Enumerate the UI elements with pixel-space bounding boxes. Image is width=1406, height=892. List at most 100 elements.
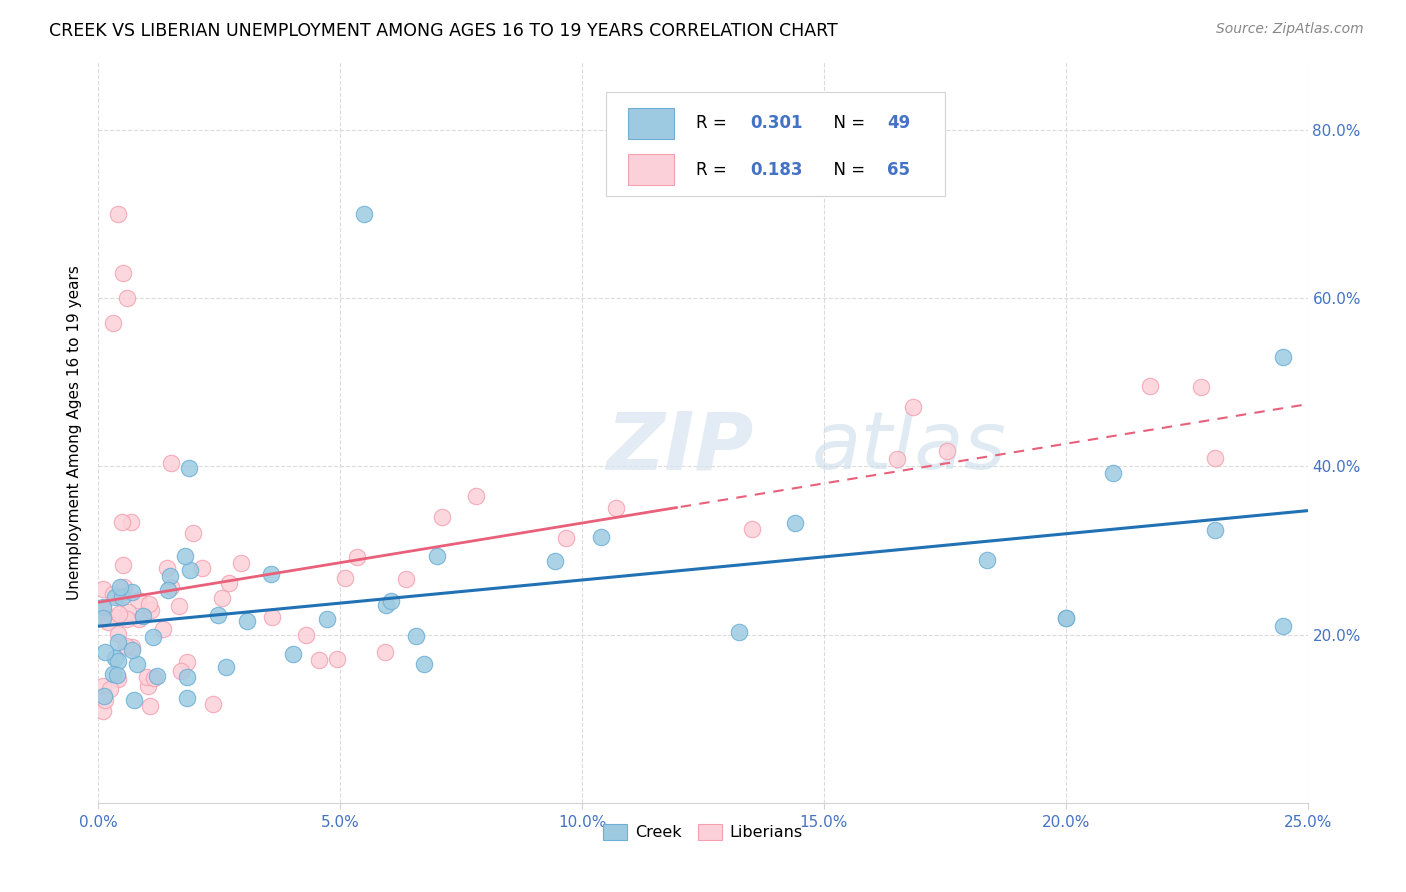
Point <box>105 610 128 624</box>
Point <box>231 556 253 570</box>
Point <box>117 605 139 619</box>
Point <box>181 526 204 541</box>
Point <box>91 679 114 693</box>
Point <box>91 704 114 718</box>
FancyBboxPatch shape <box>628 154 673 186</box>
Point <box>159 568 181 582</box>
Point <box>169 665 191 679</box>
Point <box>143 671 166 685</box>
Point <box>104 650 127 665</box>
Point <box>308 653 330 667</box>
Point <box>464 489 486 503</box>
Point <box>97 615 120 629</box>
Point <box>413 657 436 671</box>
Point <box>430 509 453 524</box>
Text: 49: 49 <box>887 114 910 132</box>
Point <box>202 697 225 711</box>
Point <box>936 444 959 458</box>
Point <box>136 670 159 684</box>
Point <box>605 501 627 516</box>
Point <box>107 654 129 668</box>
Point <box>93 690 115 704</box>
Point <box>105 668 128 682</box>
Point <box>122 693 145 707</box>
Point <box>112 580 135 594</box>
Text: Source: ZipAtlas.com: Source: ZipAtlas.com <box>1216 22 1364 37</box>
Point <box>295 628 318 642</box>
Point <box>139 698 162 713</box>
Point <box>1102 467 1125 481</box>
Point <box>98 681 121 696</box>
Point <box>555 531 578 545</box>
Point <box>141 603 163 617</box>
Point <box>128 612 150 626</box>
Point <box>591 530 613 544</box>
FancyBboxPatch shape <box>628 108 673 138</box>
Point <box>260 610 283 624</box>
Point <box>783 516 806 530</box>
Point <box>1054 610 1077 624</box>
Point <box>127 592 149 607</box>
Point <box>121 585 143 599</box>
Point <box>1204 523 1226 537</box>
Point <box>111 558 134 573</box>
Point <box>107 635 129 649</box>
Point <box>136 679 159 693</box>
Point <box>176 656 198 670</box>
Point <box>281 647 304 661</box>
Point <box>903 400 925 414</box>
Point <box>315 612 337 626</box>
Point <box>91 582 114 597</box>
Point <box>111 515 134 529</box>
Point <box>152 623 174 637</box>
Point <box>127 657 149 671</box>
Point <box>117 291 139 305</box>
Point <box>142 630 165 644</box>
Text: ZIP: ZIP <box>606 409 754 486</box>
Point <box>146 669 169 683</box>
Text: N =: N = <box>823 161 870 178</box>
Point <box>91 611 114 625</box>
Point <box>103 586 125 600</box>
Point <box>107 607 129 622</box>
Point <box>160 457 183 471</box>
Point <box>976 553 998 567</box>
Text: 65: 65 <box>887 161 910 178</box>
Point <box>131 608 153 623</box>
Point <box>91 600 114 615</box>
Point <box>169 599 191 613</box>
Point <box>218 576 240 591</box>
Point <box>174 549 197 563</box>
Point <box>1272 350 1295 364</box>
Point <box>107 672 129 686</box>
Point <box>115 639 138 653</box>
Point <box>236 615 259 629</box>
Point <box>211 591 233 605</box>
Point <box>395 572 418 586</box>
Point <box>107 207 129 221</box>
Point <box>156 561 179 575</box>
Point <box>111 266 134 280</box>
Text: R =: R = <box>696 161 731 178</box>
Point <box>94 645 117 659</box>
Point <box>160 580 183 594</box>
Point <box>380 594 402 608</box>
Point <box>121 642 143 657</box>
Point <box>104 590 127 604</box>
Text: N =: N = <box>823 114 870 132</box>
Text: 0.301: 0.301 <box>751 114 803 132</box>
Point <box>176 690 198 705</box>
Point <box>1191 380 1213 394</box>
Point <box>121 640 143 655</box>
Legend: Creek, Liberians: Creek, Liberians <box>596 817 810 847</box>
Point <box>179 563 201 577</box>
Text: atlas: atlas <box>811 409 1007 486</box>
Point <box>177 461 200 475</box>
Point <box>544 553 567 567</box>
Point <box>108 589 131 603</box>
Point <box>215 660 238 674</box>
Point <box>138 597 160 611</box>
Point <box>94 693 117 707</box>
Point <box>1054 610 1077 624</box>
Point <box>101 316 124 330</box>
